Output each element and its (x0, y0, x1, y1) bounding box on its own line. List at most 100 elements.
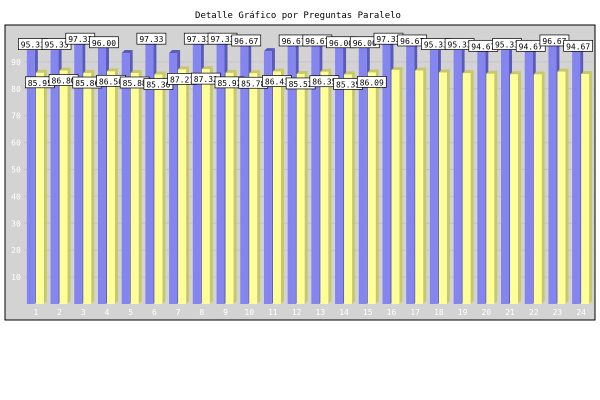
bar-series-a (501, 47, 510, 304)
data-label-series-b: 85.92 (217, 79, 241, 88)
data-label-series-b: 87.32 (194, 75, 218, 84)
data-label-series-a: 96.00 (329, 39, 353, 48)
bar-series-a (74, 42, 83, 304)
bar-series-b-top (367, 69, 379, 73)
y-tick-label: 60 (11, 139, 21, 148)
x-tick-label: 19 (458, 308, 468, 317)
bar-series-a (287, 43, 296, 304)
bar-series-a (311, 43, 320, 304)
bar-series-b-top (533, 71, 545, 75)
bar-series-b-top (130, 69, 142, 73)
x-axis: 1 2 3 4 5 6 7 8 9 10 11 12 13 14 15 16 17 18 19 20 21 22 23 24 (33, 308, 586, 317)
bar-series-b-side (328, 68, 332, 304)
bar-series-b-side (470, 70, 474, 304)
bar-series-b-side (565, 68, 569, 304)
bar-series-b-side (423, 67, 427, 305)
data-label-series-a: 94.67 (471, 42, 495, 51)
x-tick-label: 21 (505, 308, 515, 317)
bar-series-b (344, 74, 353, 304)
data-label-series-a: 96.00 (353, 39, 377, 48)
bar-series-b-top (438, 69, 450, 73)
data-label-series-b: 85.95 (28, 79, 52, 88)
data-label-series-b: 86.43 (265, 78, 289, 87)
data-label-series-b: 85.78 (241, 79, 265, 88)
bar-series-b-top (557, 68, 569, 72)
x-tick-label: 13 (316, 308, 326, 317)
data-label-series-a-box (89, 36, 119, 49)
data-label-series-a: 94.67 (566, 42, 590, 51)
bar-series-b-side (399, 66, 403, 304)
data-label-series-a: 95.33 (495, 41, 519, 50)
bar-series-b-top (106, 68, 118, 72)
bar-series-a (97, 45, 106, 304)
x-tick-label: 5 (128, 308, 133, 317)
bar-series-b (486, 73, 495, 305)
x-tick-label: 7 (176, 308, 181, 317)
x-tick-label: 8 (199, 308, 204, 317)
bar-series-b (249, 73, 258, 304)
x-tick-label: 10 (244, 308, 254, 317)
data-label-series-a: 96.67 (542, 37, 566, 46)
bar-series-b-top (510, 71, 522, 75)
data-label-series-a-box (231, 34, 262, 47)
x-tick-label: 11 (268, 308, 278, 317)
bar-series-b-side (114, 68, 118, 304)
bar-series-b-top (83, 70, 95, 74)
bar-series-a (169, 52, 178, 305)
bar-series-b-top (415, 67, 427, 71)
bar-series-b-top (178, 66, 190, 70)
bar-series-a (26, 47, 35, 304)
data-label-series-a: 97.33 (376, 35, 400, 44)
bar-series-b-top (462, 70, 474, 74)
data-labels: 95.33 85.95 95.33 86.80 97.33 85.86 96.00 86.50… (18, 32, 593, 90)
bar-series-b-top (225, 69, 237, 73)
y-tick-label: 20 (11, 246, 21, 255)
bar-series-b-side (446, 69, 450, 304)
bar-series-b-top (35, 69, 47, 73)
x-tick-label: 4 (105, 308, 110, 317)
bar-series-b-side (304, 70, 308, 304)
bar-series-b-side (138, 69, 142, 304)
x-tick-label: 12 (292, 308, 302, 317)
data-label-series-b: 85.86 (75, 79, 99, 88)
data-label-series-a: 97.33 (139, 35, 163, 44)
data-label-series-a: 95.33 (21, 41, 45, 50)
x-tick-label: 15 (363, 308, 373, 317)
data-label-series-b: 85.35 (336, 80, 360, 89)
bar-series-b (462, 73, 471, 304)
data-label-series-b-box (356, 76, 387, 88)
x-tick-label: 6 (152, 308, 157, 317)
x-tick-label: 20 (481, 308, 491, 317)
x-tick-label: 9 (223, 308, 228, 317)
bar-series-a (358, 45, 367, 304)
bar-series-b-top (201, 66, 213, 70)
data-label-series-a-box (136, 32, 167, 45)
data-label-series-a: 96.67 (305, 37, 329, 46)
bar-series-b-side (541, 71, 545, 304)
data-label-series-a: 96.67 (234, 37, 258, 46)
bar-series-b (59, 70, 68, 305)
x-tick-label: 3 (81, 308, 86, 317)
bar-series-b-side (589, 71, 593, 304)
bar-series-b-side (209, 66, 213, 305)
bar-series-a (429, 47, 438, 304)
data-label-series-b: 86.35 (312, 78, 336, 87)
bar-series-b-side (518, 71, 522, 304)
bar-series-b-top (59, 67, 71, 71)
bar-series-b (510, 74, 519, 304)
data-label-series-a: 96.00 (92, 39, 116, 48)
bar-series-b (178, 69, 187, 305)
bar-series-a (50, 47, 59, 304)
bar-series-a (121, 52, 130, 305)
bar-series-b-side (233, 69, 237, 304)
data-label-series-a: 95.33 (448, 41, 472, 50)
bar-series-b-top (391, 66, 403, 70)
bar-series-a (263, 51, 272, 304)
data-label-series-a: 94.67 (519, 42, 543, 51)
bar-series-b (83, 73, 92, 305)
bar-series-a (524, 49, 533, 304)
bar-series-a (406, 43, 415, 304)
bar-series-b-top (581, 71, 593, 75)
bar-series-b-top (272, 68, 284, 72)
bar-series-b-side (280, 68, 284, 305)
